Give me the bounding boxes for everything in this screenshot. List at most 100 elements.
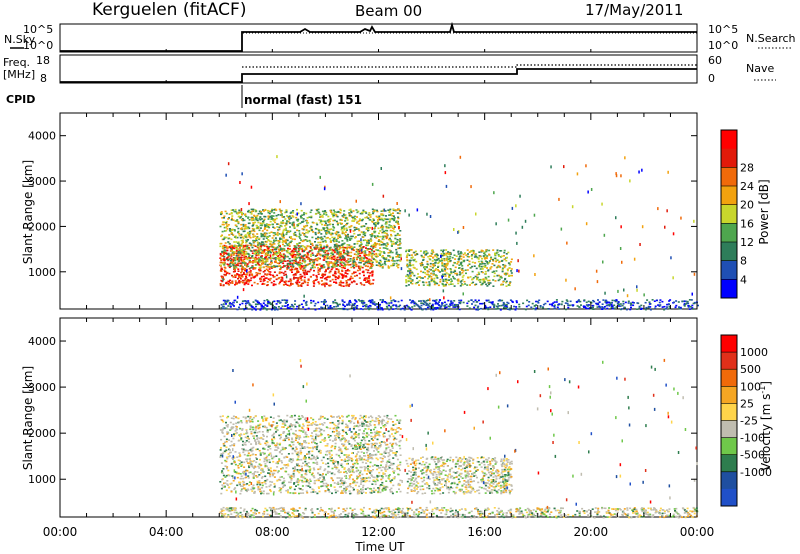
echo-cell	[499, 309, 502, 311]
echo-cell	[336, 259, 339, 262]
echo-cell	[321, 265, 324, 267]
echo-cell	[372, 218, 375, 220]
echo-cell	[447, 299, 450, 302]
echo-cell	[337, 223, 339, 226]
echo-cell	[286, 220, 288, 222]
echo-cell	[359, 252, 361, 255]
echo-cell	[233, 241, 236, 243]
echo-cell	[264, 277, 267, 279]
echo-cell	[411, 279, 414, 281]
echo-cell	[490, 266, 493, 268]
echo-cell	[327, 229, 330, 231]
echo-cell	[284, 305, 287, 307]
echo-cell	[337, 415, 340, 418]
echo-cell	[302, 258, 305, 261]
echo-cell	[624, 156, 626, 160]
echo-cell	[285, 209, 288, 211]
echo-cell	[688, 299, 691, 301]
echo-cell	[425, 253, 427, 256]
echo-cell	[393, 224, 396, 227]
echo-cell	[285, 255, 288, 258]
echo-cell	[295, 308, 298, 310]
echo-cell	[339, 208, 342, 211]
echo-cell	[492, 258, 494, 261]
echo-cell	[282, 256, 285, 258]
echo-cell	[334, 249, 337, 251]
echo-cell	[503, 305, 506, 308]
echo-cell	[645, 306, 648, 309]
echo-cell	[274, 251, 276, 254]
echo-cell	[227, 282, 229, 285]
echo-cell	[296, 244, 299, 246]
echo-cell	[533, 254, 535, 258]
echo-cell	[254, 209, 257, 211]
echo-cell	[243, 283, 246, 286]
echo-cell	[414, 282, 417, 285]
echo-cell	[437, 257, 440, 260]
echo-cell	[293, 226, 296, 228]
echo-cell	[356, 211, 359, 214]
echo-cell	[349, 229, 352, 233]
echo-cell	[248, 259, 251, 262]
station-title: Kerguelen (fitACF)	[92, 0, 246, 20]
echo-cell	[333, 274, 336, 277]
echo-cell	[434, 282, 437, 284]
echo-cell	[374, 225, 377, 227]
echo-cell	[345, 275, 347, 277]
echo-cell	[283, 274, 286, 276]
echo-cell	[410, 309, 413, 311]
echo-cell	[312, 274, 315, 276]
echo-cell	[386, 218, 389, 221]
echo-cell	[220, 275, 223, 278]
echo-cell	[342, 249, 345, 251]
echo-cell	[504, 307, 507, 309]
echo-cell	[457, 230, 460, 234]
echo-cell	[501, 270, 504, 273]
echo-cell	[414, 250, 417, 253]
echo-cell	[245, 235, 248, 237]
echo-cell	[293, 223, 295, 227]
colorbar-segment	[721, 260, 737, 280]
echo-cell	[251, 274, 254, 277]
echo-cell	[257, 252, 260, 255]
echo-cell	[248, 235, 251, 237]
echo-cell	[221, 262, 224, 265]
echo-cell	[445, 266, 447, 268]
power-colorbar-label: Power [dB]	[757, 179, 771, 244]
echo-cell	[274, 257, 277, 259]
echo-cell	[324, 250, 327, 252]
echo-cell	[362, 302, 365, 305]
echo-cell	[452, 275, 454, 278]
echo-cell	[252, 244, 255, 247]
echo-cell	[224, 299, 227, 302]
echo-cell	[269, 416, 272, 418]
echo-cell	[338, 254, 341, 256]
echo-cell	[228, 213, 231, 215]
echo-cell	[336, 302, 339, 305]
echo-cell	[272, 257, 275, 260]
echo-cell	[252, 217, 255, 220]
echo-cell	[317, 251, 320, 253]
echo-cell	[236, 219, 239, 221]
echo-cell	[371, 182, 374, 186]
echo-cell	[360, 244, 362, 247]
echo-cell	[270, 218, 273, 220]
echo-cell	[636, 308, 639, 310]
echo-cell	[243, 225, 246, 227]
echo-cell	[309, 468, 312, 470]
echo-cell	[286, 433, 289, 435]
echo-cell	[323, 282, 326, 285]
echo-cell	[230, 212, 233, 215]
echo-cell	[234, 283, 236, 286]
echo-cell	[293, 303, 296, 306]
echo-cell	[370, 245, 373, 248]
echo-cell	[308, 216, 311, 218]
echo-cell	[351, 220, 354, 222]
echo-cell	[297, 285, 300, 287]
echo-cell	[395, 251, 398, 253]
freq-left-tick-bottom: 8	[40, 72, 47, 85]
echo-cell	[283, 245, 286, 247]
echo-cell	[253, 307, 256, 310]
echo-cell	[388, 211, 391, 214]
